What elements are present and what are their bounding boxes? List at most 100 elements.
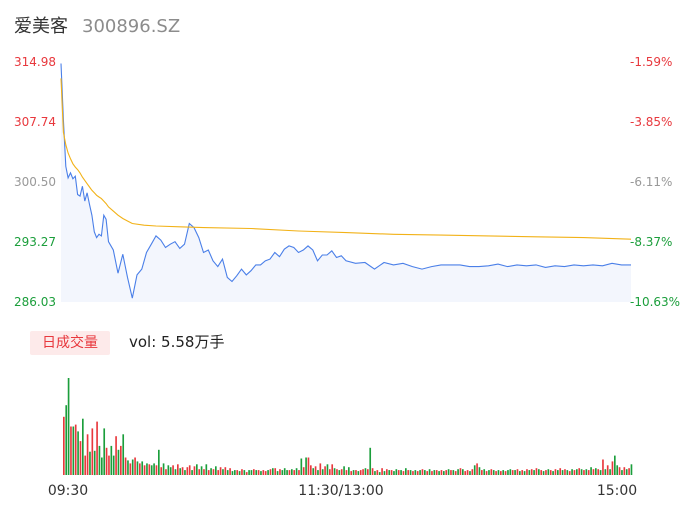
y-tick-left: 300.50 bbox=[14, 175, 56, 189]
volume-bar bbox=[169, 467, 172, 475]
volume-bar bbox=[369, 447, 372, 475]
volume-bar bbox=[136, 461, 139, 475]
volume-bar bbox=[146, 463, 148, 475]
volume-bar bbox=[348, 467, 350, 475]
volume-bar bbox=[578, 468, 581, 475]
volume-bar bbox=[215, 466, 217, 475]
volume-bar bbox=[419, 470, 421, 475]
volume-bar bbox=[367, 469, 369, 475]
volume-bar bbox=[350, 471, 353, 475]
volume-bar bbox=[160, 467, 163, 475]
volume-bar bbox=[243, 470, 246, 475]
volume-bar bbox=[307, 457, 310, 475]
volume-bar bbox=[272, 468, 274, 475]
volume-bar bbox=[212, 469, 215, 475]
volume-bar bbox=[253, 469, 255, 475]
volume-bar bbox=[390, 470, 393, 475]
price-area bbox=[61, 63, 631, 302]
stock-code: 300896.SZ bbox=[82, 16, 181, 37]
volume-bar bbox=[557, 470, 559, 475]
volume-bar bbox=[450, 470, 452, 475]
volume-bar bbox=[459, 468, 462, 475]
price-line bbox=[60, 63, 631, 299]
volume-bar bbox=[571, 469, 573, 475]
volume-bar bbox=[288, 470, 291, 475]
volume-bar bbox=[210, 468, 212, 475]
volume-bar bbox=[150, 465, 153, 475]
volume-bar bbox=[324, 466, 326, 475]
volume-bar bbox=[473, 465, 476, 475]
volume-bar bbox=[345, 470, 348, 475]
volume-bar bbox=[293, 470, 296, 475]
volume-bar bbox=[362, 469, 364, 475]
volume-bar bbox=[616, 465, 619, 475]
volume-bar bbox=[440, 470, 443, 475]
volume-bar bbox=[504, 471, 507, 475]
volume-bar bbox=[424, 470, 426, 475]
volume-bar bbox=[321, 469, 324, 475]
volume-bar bbox=[148, 464, 151, 475]
volume-bar bbox=[165, 469, 167, 475]
volume-bar bbox=[409, 470, 412, 475]
volume-bar bbox=[67, 378, 70, 475]
volume-bar bbox=[554, 469, 557, 475]
volume-bar bbox=[502, 470, 505, 475]
volume-bar bbox=[438, 471, 440, 475]
stock-header: 爱美客 300896.SZ bbox=[14, 12, 180, 40]
volume-bar bbox=[177, 464, 179, 475]
volume-bar bbox=[416, 471, 419, 475]
x-tick-label: 09:30 bbox=[48, 483, 88, 499]
volume-bar bbox=[364, 468, 367, 475]
volume-bar bbox=[101, 457, 103, 475]
volume-bar bbox=[217, 470, 220, 475]
volume-bar bbox=[98, 445, 101, 475]
volume-bar bbox=[205, 464, 208, 475]
volume-bar bbox=[355, 470, 357, 475]
volume-bar bbox=[143, 465, 146, 475]
volume-bar bbox=[414, 470, 417, 475]
volume-bar bbox=[305, 457, 307, 475]
volume-bar bbox=[186, 467, 189, 475]
volume-bar bbox=[222, 469, 224, 475]
volume-bar bbox=[224, 467, 227, 475]
volume-bar bbox=[291, 469, 293, 475]
volume-bar bbox=[234, 470, 236, 475]
volume-bar bbox=[526, 469, 528, 475]
volume-bar bbox=[488, 470, 490, 475]
volume-bar bbox=[383, 471, 386, 475]
volume-bar bbox=[535, 468, 538, 475]
volume-bar bbox=[105, 447, 108, 475]
volume-bar bbox=[614, 455, 616, 475]
volume-bar bbox=[452, 470, 455, 475]
volume-bar bbox=[129, 463, 132, 475]
volume-bar bbox=[618, 467, 621, 475]
volume-bar bbox=[625, 469, 628, 475]
volume-bar bbox=[74, 424, 77, 475]
volume-bar bbox=[483, 469, 486, 475]
volume-bar bbox=[528, 470, 531, 475]
volume-bar bbox=[397, 470, 400, 475]
volume-bar bbox=[405, 468, 407, 475]
volume-bar bbox=[155, 465, 158, 475]
volume-bar bbox=[400, 470, 402, 475]
volume-bar bbox=[84, 455, 87, 475]
volume-bar bbox=[117, 449, 120, 475]
volume-bar bbox=[134, 457, 136, 475]
y-tick-right: -3.85% bbox=[630, 115, 672, 129]
volume-bar bbox=[236, 470, 239, 475]
volume-bar bbox=[559, 468, 562, 475]
volume-bar bbox=[103, 428, 106, 475]
volume-bar bbox=[110, 445, 113, 475]
volume-bar bbox=[329, 469, 331, 475]
volume-bar bbox=[511, 470, 514, 475]
volume-bar bbox=[141, 461, 144, 475]
volume-bar bbox=[82, 418, 84, 475]
volume-bar bbox=[530, 469, 533, 475]
volume-bar bbox=[91, 428, 94, 475]
volume-bar bbox=[485, 471, 488, 475]
volume-bar bbox=[585, 469, 588, 475]
volume-bar bbox=[519, 471, 521, 475]
volume-bar bbox=[564, 469, 566, 475]
volume-bar bbox=[457, 469, 459, 475]
